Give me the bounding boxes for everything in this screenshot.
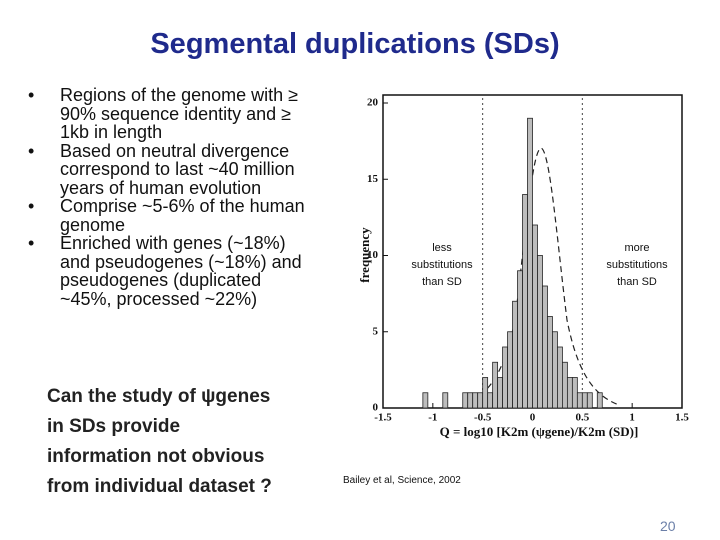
bar — [542, 285, 548, 409]
x-tick-label: 0.5 — [575, 412, 589, 424]
annotation: substitutions — [411, 259, 473, 271]
bar — [497, 377, 504, 409]
bar — [517, 270, 523, 409]
y-axis-label: frequency — [357, 227, 372, 283]
slide-title: Segmental duplications (SDs) — [150, 28, 560, 60]
bar — [527, 117, 533, 409]
bar — [482, 377, 489, 409]
bullet: Enriched with genes (~18%) and pseudogen… — [28, 234, 310, 308]
bar — [522, 194, 528, 409]
question-line: in SDs provide — [47, 416, 181, 437]
citation: Bailey et al, Science, 2002 — [343, 475, 461, 486]
page-number: 20 — [660, 518, 676, 534]
bar — [477, 392, 484, 409]
bullet: Comprise ~5-6% of the human genome — [28, 197, 310, 234]
question-line: Can the study of ψgenes — [47, 386, 271, 407]
bar — [512, 300, 518, 409]
bar — [566, 377, 573, 409]
x-tick-label: 1.5 — [675, 412, 689, 424]
annotation: substitutions — [606, 259, 668, 271]
x-tick-label: 0 — [530, 412, 536, 424]
bar — [576, 392, 583, 409]
y-tick-label: 15 — [367, 173, 379, 185]
bar — [547, 316, 553, 409]
bar — [492, 361, 499, 409]
bar — [562, 361, 568, 409]
bar — [586, 392, 593, 409]
bar — [442, 392, 449, 409]
bar — [472, 392, 479, 409]
bar — [571, 377, 578, 409]
y-tick-label: 10 — [367, 249, 379, 261]
bullet-list: Regions of the genome with ≥ 90% sequenc… — [28, 86, 318, 308]
bar — [581, 392, 588, 409]
bar — [532, 224, 538, 409]
annotation: less — [432, 242, 452, 254]
annotation: than SD — [422, 276, 462, 288]
annotation: more — [624, 242, 649, 254]
bar — [502, 346, 508, 409]
question: Can the study of ψgenes in SDs provide inf… — [47, 382, 272, 502]
bar — [596, 392, 603, 409]
x-tick-label: -0.5 — [474, 412, 492, 424]
x-tick-label: -1.5 — [374, 412, 392, 424]
question-line: from individual dataset ? — [47, 476, 272, 497]
bullet: Regions of the genome with ≥ 90% sequenc… — [28, 86, 310, 142]
y-tick-label: 20 — [367, 97, 379, 109]
question-line: information not obvious — [47, 446, 265, 467]
bar — [537, 255, 543, 409]
bar — [467, 392, 474, 409]
y-tick-label: 0 — [373, 402, 379, 414]
bullet: Based on neutral divergence correspond t… — [28, 141, 310, 198]
bar — [507, 331, 513, 409]
bar — [422, 392, 429, 409]
x-tick-label: -1 — [428, 412, 437, 424]
bar — [462, 392, 469, 409]
x-axis-label: Q = log10 [K2m (ψgene)/K2m (SD)] — [440, 424, 639, 439]
y-tick-label: 5 — [373, 325, 379, 337]
annotation: than SD — [617, 276, 657, 288]
bar — [552, 331, 558, 409]
bar — [557, 346, 563, 409]
x-tick-label: 1 — [629, 412, 635, 424]
bar — [487, 392, 494, 409]
